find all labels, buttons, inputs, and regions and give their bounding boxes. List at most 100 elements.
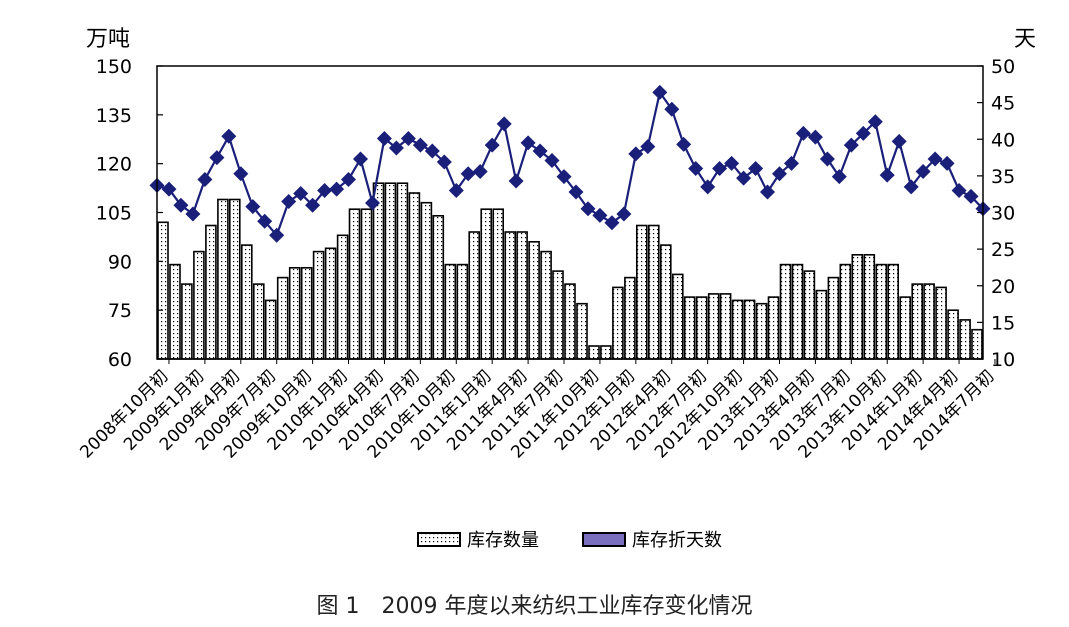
bar-16 xyxy=(348,208,361,360)
bar-12 xyxy=(300,266,313,360)
bar-53 xyxy=(791,263,804,360)
point-15 xyxy=(329,181,345,197)
point-22 xyxy=(412,137,428,153)
point-48 xyxy=(724,155,740,171)
point-32 xyxy=(532,143,548,159)
point-16 xyxy=(341,172,356,187)
point-56 xyxy=(819,151,835,167)
point-31 xyxy=(520,135,536,151)
bar-42 xyxy=(659,244,672,360)
point-63 xyxy=(903,179,919,195)
y-right-tick-label-5: 35 xyxy=(991,166,1015,188)
point-50 xyxy=(748,161,764,176)
bar-10 xyxy=(276,276,289,360)
bar-35 xyxy=(576,302,588,360)
point-35 xyxy=(568,184,584,200)
point-67 xyxy=(951,183,967,198)
y-right-tick-label-2: 20 xyxy=(991,276,1015,298)
bar-39 xyxy=(624,276,636,360)
point-61 xyxy=(879,167,895,183)
bar-43 xyxy=(671,273,684,360)
y-right-tick-label-8: 50 xyxy=(991,56,1015,78)
bar-62 xyxy=(899,296,912,360)
point-9 xyxy=(257,213,273,229)
bar-63 xyxy=(911,283,924,360)
bar-64 xyxy=(923,283,935,360)
bar-66 xyxy=(947,309,959,360)
bar-11 xyxy=(288,266,301,360)
point-12 xyxy=(293,186,309,201)
y-left-tick-label-0: 60 xyxy=(108,349,132,371)
point-7 xyxy=(233,166,249,182)
legend-swatch-bars xyxy=(417,532,461,547)
point-46 xyxy=(700,179,716,195)
bar-15 xyxy=(336,234,349,360)
y-left-tick-label-1: 75 xyxy=(108,300,132,322)
point-33 xyxy=(544,153,560,168)
point-34 xyxy=(556,169,572,185)
bar-28 xyxy=(492,208,505,360)
point-44 xyxy=(676,136,692,152)
bar-49 xyxy=(743,299,756,360)
bar-17 xyxy=(360,208,373,360)
bar-59 xyxy=(863,254,876,360)
point-37 xyxy=(592,207,608,223)
bar-7 xyxy=(241,244,253,360)
point-17 xyxy=(353,151,368,167)
y-right-tick-label-0: 10 xyxy=(991,349,1015,371)
bar-36 xyxy=(588,345,600,360)
bar-21 xyxy=(408,192,421,360)
bar-68 xyxy=(971,328,983,360)
point-68 xyxy=(963,188,979,204)
bar-31 xyxy=(528,241,540,360)
point-19 xyxy=(376,131,392,146)
point-47 xyxy=(712,161,728,176)
bar-20 xyxy=(396,182,409,360)
point-24 xyxy=(436,154,452,170)
bar-33 xyxy=(552,270,564,360)
bar-9 xyxy=(264,299,277,360)
legend: 库存数量 库存折天数 xyxy=(417,530,722,551)
bar-27 xyxy=(480,208,493,360)
point-23 xyxy=(424,143,440,159)
point-54 xyxy=(795,125,811,141)
bar-47 xyxy=(719,293,732,360)
bar-29 xyxy=(504,231,517,360)
point-49 xyxy=(736,170,752,186)
bar-1 xyxy=(169,263,181,360)
bar-40 xyxy=(635,224,648,360)
bar-8 xyxy=(253,283,265,360)
point-8 xyxy=(245,199,261,215)
bar-45 xyxy=(695,296,708,360)
bar-14 xyxy=(324,247,337,360)
point-26 xyxy=(460,166,476,182)
point-41 xyxy=(640,139,656,155)
legend-swatch-line xyxy=(582,532,626,547)
point-29 xyxy=(496,116,512,132)
point-36 xyxy=(580,201,596,217)
bar-26 xyxy=(468,231,481,360)
bar-50 xyxy=(755,302,768,360)
bar-22 xyxy=(420,201,433,360)
y-right-axis-title: 天 xyxy=(1014,27,1036,52)
bar-61 xyxy=(887,263,900,360)
point-1 xyxy=(161,181,177,197)
point-65 xyxy=(927,151,943,167)
y-left-tick-label-3: 105 xyxy=(96,203,132,225)
bar-37 xyxy=(600,345,612,360)
bar-4 xyxy=(205,224,217,360)
point-28 xyxy=(484,137,500,153)
y-right-tick-label-1: 15 xyxy=(991,312,1015,334)
bar-51 xyxy=(767,296,780,360)
legend-label-line: 库存折天数 xyxy=(632,530,722,551)
bar-44 xyxy=(683,296,696,360)
bar-2 xyxy=(181,283,193,360)
point-51 xyxy=(760,184,775,200)
bar-19 xyxy=(384,182,397,360)
point-10 xyxy=(269,227,285,243)
bar-52 xyxy=(779,263,792,360)
point-39 xyxy=(616,206,632,222)
point-45 xyxy=(688,161,704,176)
